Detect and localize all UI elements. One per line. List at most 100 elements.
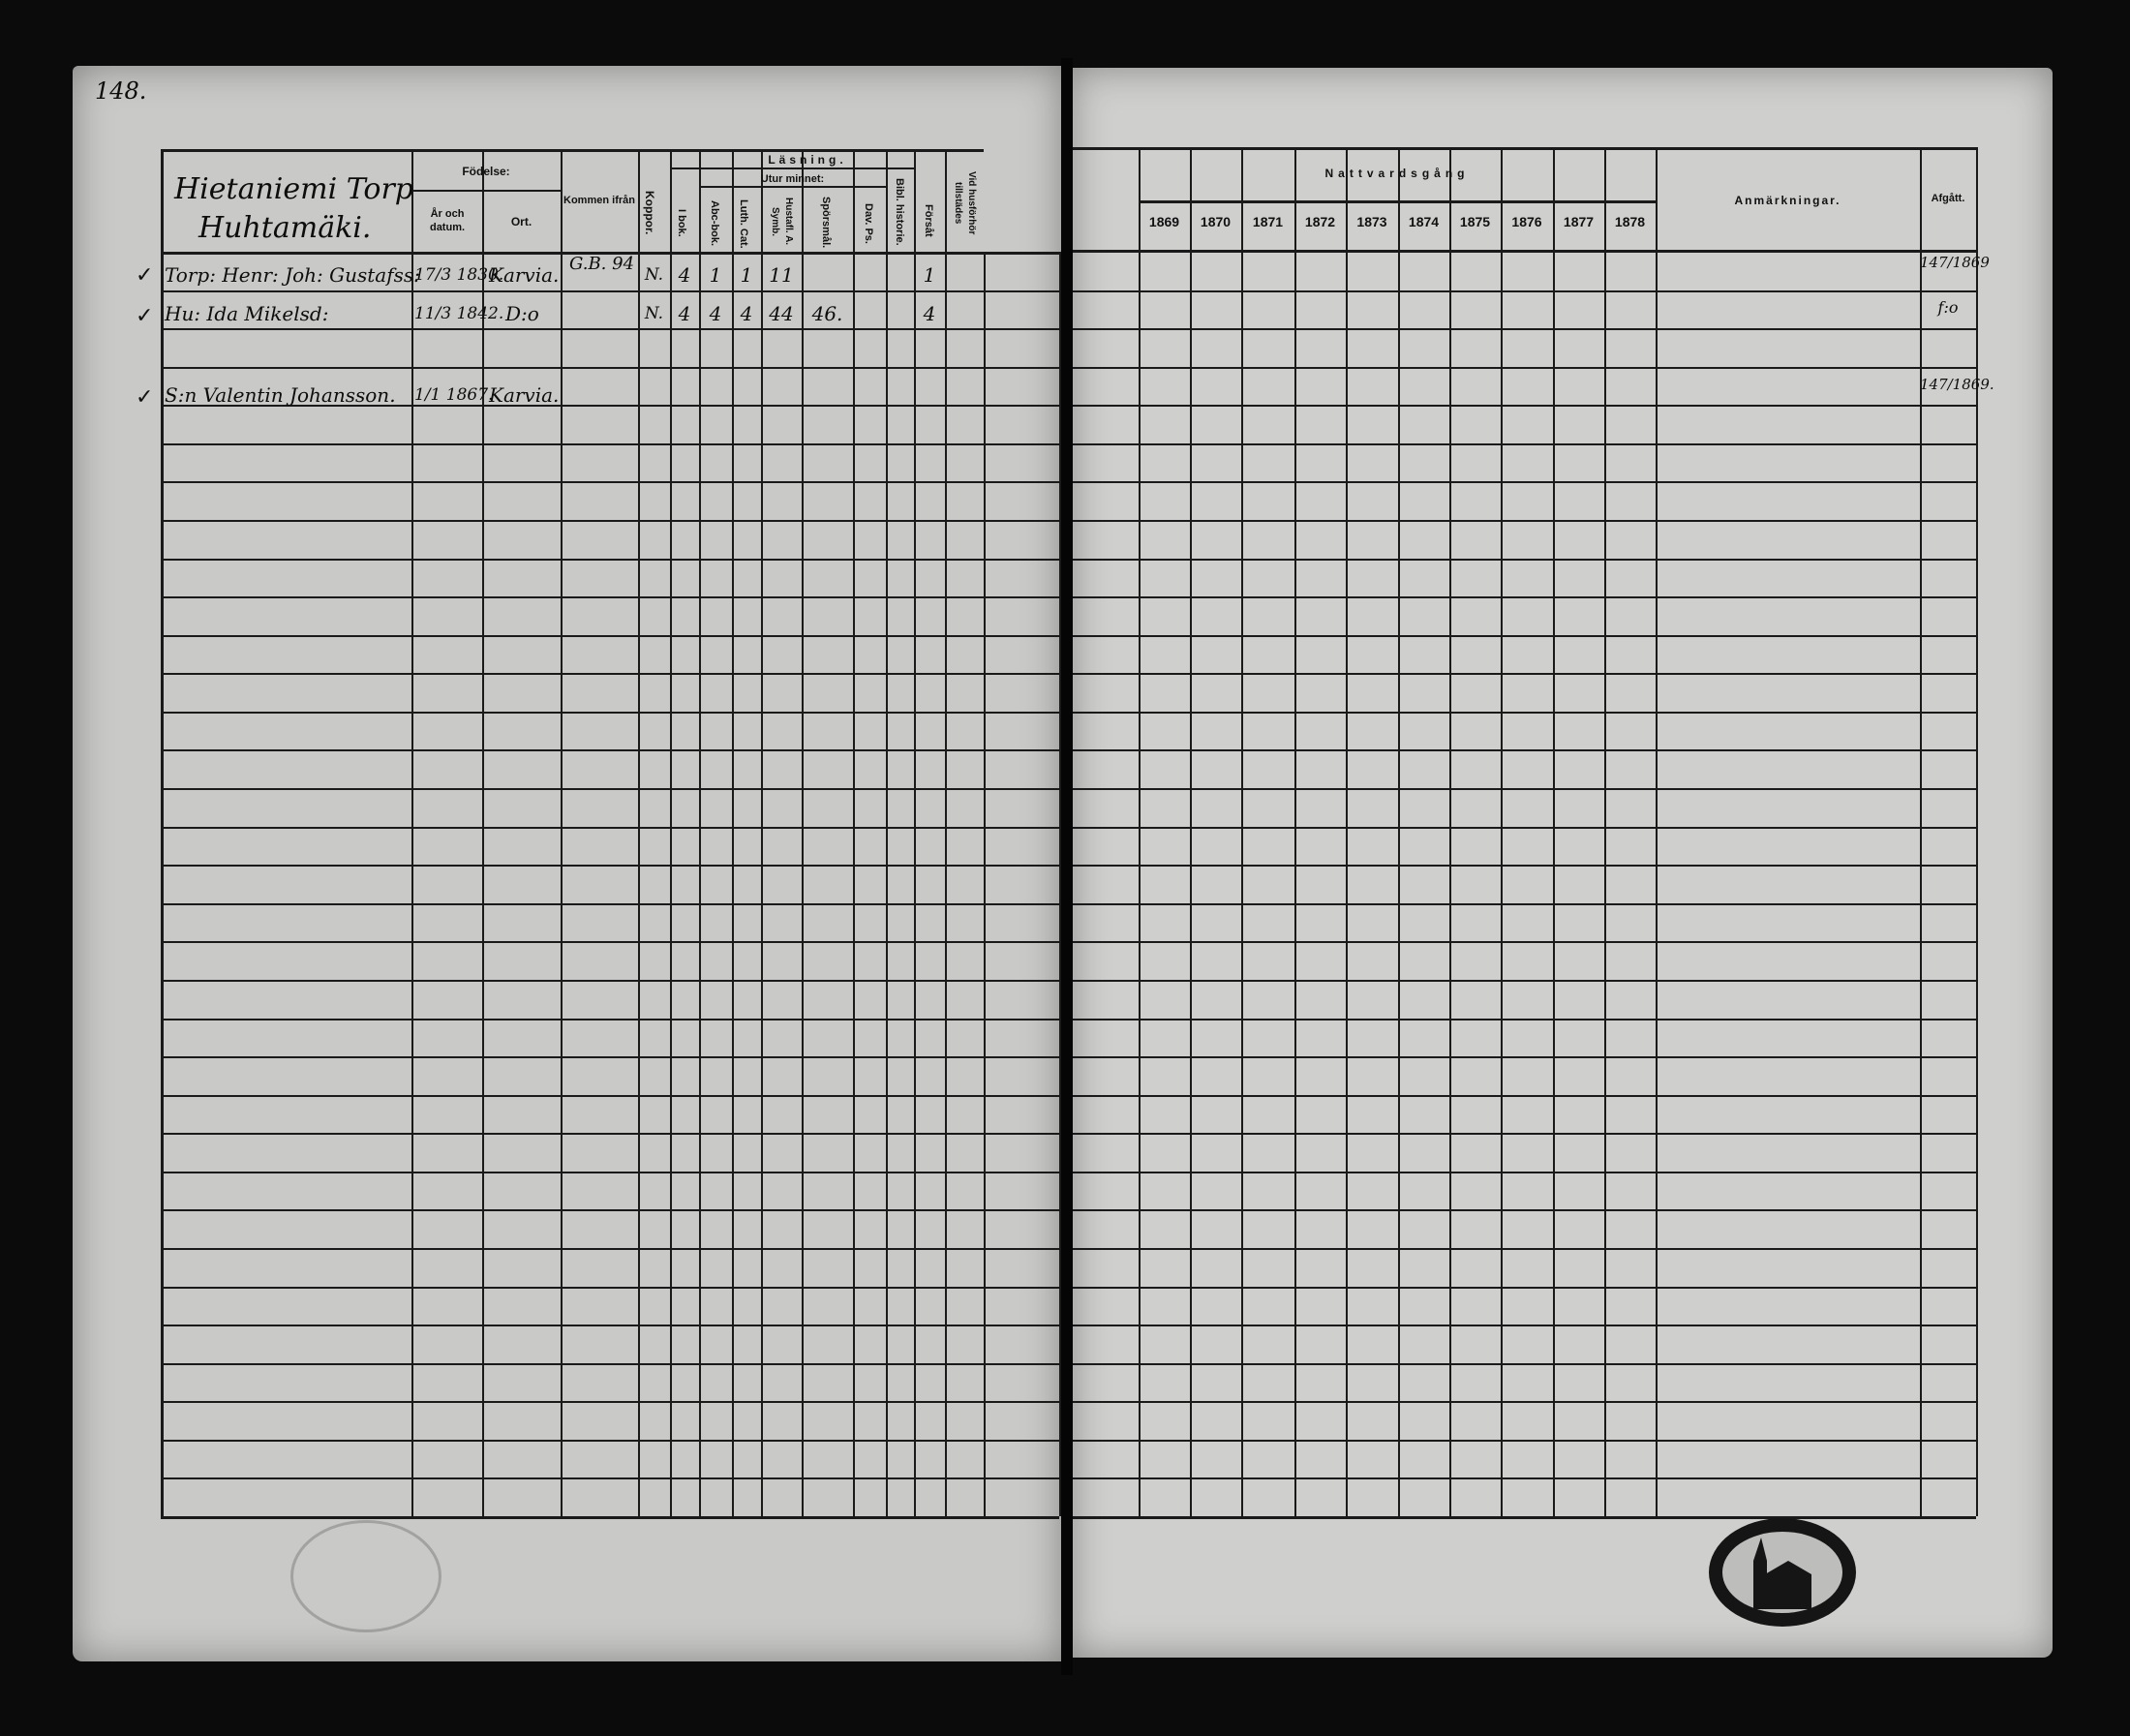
entry-i-bok: 4: [678, 302, 691, 325]
header-bibl-historie: Bibl. historie.: [894, 178, 905, 246]
book-gutter: [1061, 58, 1073, 1675]
row-rule: [1073, 712, 1976, 714]
year-header: 1872: [1304, 214, 1336, 229]
column-rule: [561, 149, 563, 1516]
entry-name: Torp: Henr: Joh: Gustafss:: [165, 263, 420, 287]
year-header: 1875: [1459, 214, 1491, 229]
column-rule: [411, 149, 413, 1516]
entry-i-bok: 4: [678, 263, 691, 287]
row-rule: [1073, 1019, 1976, 1020]
entry-sporsmal: 46.: [811, 302, 843, 325]
lasning-rule: [670, 168, 914, 169]
row-rule: [1073, 290, 1976, 292]
header-ar-och-datum: År och datum.: [429, 208, 466, 233]
entry-forsatt: 4: [923, 302, 936, 325]
column-rule: [1190, 147, 1192, 1516]
row-rule: [1073, 520, 1976, 522]
row-rule: [161, 673, 1059, 675]
header-forsatt: Försåt: [923, 203, 934, 237]
row-rule: [1073, 596, 1976, 598]
row-rule: [161, 1477, 1059, 1479]
header-luth-cat: Luth. Cat.: [738, 198, 749, 249]
check-mark: ✓: [136, 263, 154, 288]
row-rule: [161, 481, 1059, 483]
row-rule: [1073, 1440, 1976, 1442]
entry-hustafl: 11: [769, 263, 794, 287]
row-rule: [161, 635, 1059, 637]
row-rule: [1073, 1095, 1976, 1097]
row-rule: [1073, 788, 1976, 790]
year-header: 1869: [1148, 214, 1180, 229]
column-rule: [1604, 147, 1606, 1516]
check-mark: ✓: [136, 385, 154, 410]
utur-minnet-rule: [699, 186, 886, 188]
entry-name: S:n Valentin Johansson.: [165, 383, 396, 407]
column-rule: [699, 149, 701, 1516]
year-header: 1871: [1252, 214, 1284, 229]
row-rule: [161, 712, 1059, 714]
entry-abc: 4: [709, 302, 722, 325]
row-rule: [161, 405, 1059, 407]
row-rule: [161, 788, 1059, 790]
column-rule: [670, 149, 672, 1516]
row-rule: [1073, 827, 1976, 829]
entry-birth-place: D:o: [505, 302, 539, 325]
row-rule: [1073, 1248, 1976, 1250]
row-rule: [1073, 635, 1976, 637]
row-rule: [161, 1056, 1059, 1058]
header-hustafl: Hustafl. A. Symb.: [770, 198, 794, 246]
column-rule: [482, 149, 484, 1516]
row-rule: [1073, 1209, 1976, 1211]
header-nattvardsgang: Nattvardsgång: [1324, 167, 1470, 180]
year-header: 1876: [1511, 214, 1542, 229]
entry-name: Hu: Ida Mikelsd:: [165, 302, 329, 325]
row-rule: [161, 559, 1059, 561]
row-rule: [161, 1516, 1059, 1518]
row-rule: [161, 749, 1059, 751]
entry-forsatt: 1: [923, 263, 936, 287]
row-rule: [1073, 328, 1976, 330]
row-rule: [161, 1440, 1059, 1442]
afgatt-entry: 147/1869.: [1920, 376, 1994, 393]
column-rule: [1920, 147, 1922, 1516]
column-rule: [1553, 147, 1555, 1516]
row-rule: [161, 1363, 1059, 1365]
row-rule: [161, 1172, 1059, 1173]
column-rule: [1059, 252, 1061, 1516]
column-rule: [1656, 147, 1658, 1516]
header-sporsmal: Spörsmål.: [820, 196, 832, 249]
column-rule: [1501, 147, 1503, 1516]
year-header: 1873: [1356, 214, 1387, 229]
row-rule: [1073, 1516, 1976, 1518]
header-abc-bok: Abc-bok.: [709, 200, 720, 247]
column-rule: [1346, 147, 1348, 1516]
header-afgatt: Afgått.: [1931, 193, 1965, 204]
church-icon: [1753, 1538, 1811, 1609]
header-top-rule: [161, 149, 984, 152]
header-ort: Ort.: [510, 215, 532, 228]
column-rule: [638, 149, 640, 1516]
header-utur-minnet: Utur minnet:: [760, 173, 825, 185]
row-rule: [161, 367, 1059, 369]
entry-birth-date: 11/3 1842.: [414, 304, 504, 323]
row-rule: [161, 328, 1059, 330]
row-rule: [161, 1209, 1059, 1211]
row-rule: [161, 520, 1059, 522]
church-archive-stamp: [1709, 1518, 1856, 1627]
row-rule: [1073, 980, 1976, 982]
column-rule: [161, 149, 164, 1516]
row-rule: [161, 980, 1059, 982]
header-top-rule: [1073, 147, 1976, 150]
entry-birth-place: Karvia.: [489, 383, 560, 407]
entry-from: G.B. 94: [569, 254, 635, 274]
row-rule: [1073, 1056, 1976, 1058]
year-header: 1870: [1200, 214, 1232, 229]
year-header: 1874: [1408, 214, 1440, 229]
row-rule: [1073, 1133, 1976, 1135]
year-header: 1878: [1614, 214, 1646, 229]
header-anmarkningar: Anmärkningar.: [1734, 194, 1841, 207]
entry-birth-place: Karvia.: [489, 263, 560, 287]
row-rule: [161, 865, 1059, 867]
row-rule: [1073, 1401, 1976, 1403]
row-rule: [1073, 865, 1976, 867]
